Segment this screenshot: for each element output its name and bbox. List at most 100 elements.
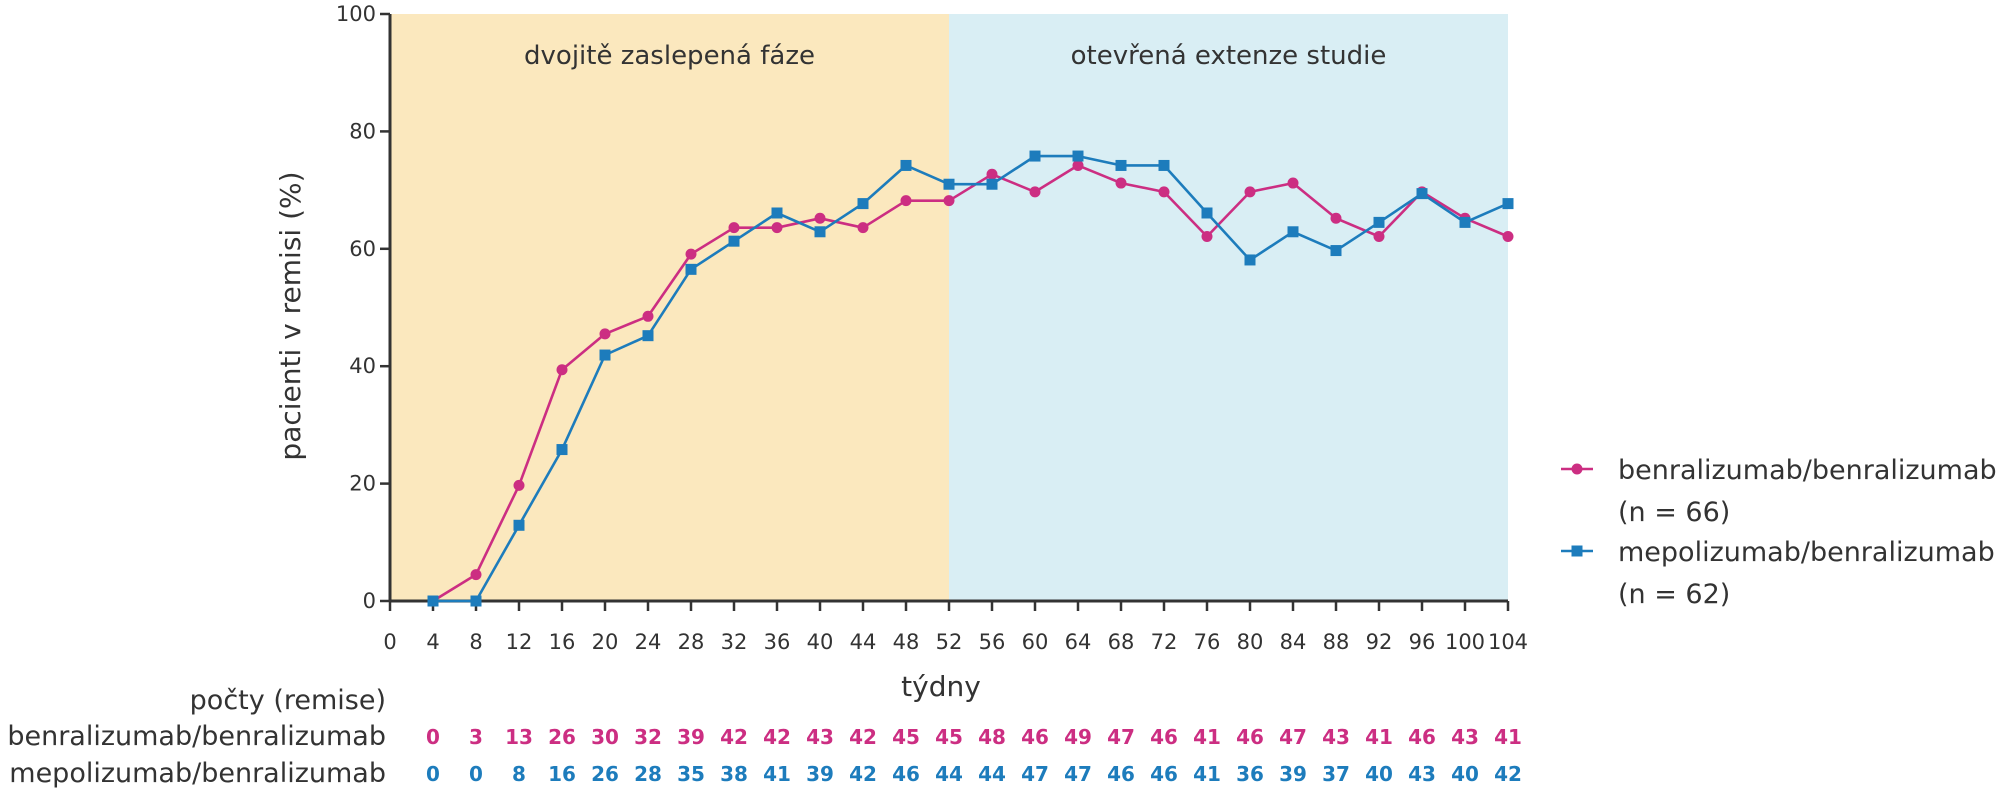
y-tick-label: 20 (349, 472, 376, 496)
y-tick-label: 40 (349, 354, 376, 378)
count-value: 44 (935, 762, 963, 786)
count-value: 47 (1279, 725, 1307, 749)
data-point-circle (1158, 186, 1170, 198)
count-value: 43 (1408, 762, 1436, 786)
data-point-square (1287, 226, 1299, 238)
data-point-square (685, 263, 697, 275)
legend: benralizumab/benralizumab (n = 66) mepol… (1561, 455, 1997, 610)
y-tick-label: 80 (349, 119, 376, 143)
x-tick-label: 20 (592, 630, 619, 654)
count-value: 40 (1365, 762, 1393, 786)
data-point-square (986, 178, 998, 190)
count-value: 47 (1107, 725, 1135, 749)
x-tick-label: 48 (893, 630, 920, 654)
count-value: 45 (892, 725, 920, 749)
x-tick-label: 4 (426, 630, 439, 654)
count-value: 44 (978, 762, 1006, 786)
x-tick-label: 104 (1488, 630, 1528, 654)
data-point-square (1244, 254, 1256, 266)
data-point-square (1373, 216, 1385, 228)
count-value: 46 (1021, 725, 1049, 749)
count-value: 8 (512, 762, 526, 786)
x-tick-label: 8 (469, 630, 482, 654)
data-point-circle (513, 479, 525, 491)
count-value: 41 (1365, 725, 1393, 749)
count-value: 42 (849, 762, 877, 786)
legend-marker-circle (1571, 463, 1583, 475)
data-point-circle (1201, 230, 1213, 242)
count-value: 41 (1193, 762, 1221, 786)
count-value: 30 (591, 725, 619, 749)
data-point-square (900, 159, 912, 171)
legend-item-benralizumab: benralizumab/benralizumab (n = 66) (1561, 455, 1997, 528)
count-value: 43 (806, 725, 834, 749)
x-tick-label: 92 (1366, 630, 1393, 654)
data-point-circle (1330, 212, 1342, 224)
data-point-square (1201, 207, 1213, 219)
count-value: 43 (1322, 725, 1350, 749)
count-value: 46 (1107, 762, 1135, 786)
count-value: 38 (720, 762, 748, 786)
legend-label-mepolizumab: mepolizumab/benralizumab (1618, 537, 1995, 568)
count-value: 41 (763, 762, 791, 786)
count-value: 0 (426, 725, 440, 749)
data-point-circle (1373, 230, 1385, 242)
count-value: 0 (469, 762, 483, 786)
count-value: 13 (505, 725, 533, 749)
data-point-square (427, 595, 439, 607)
data-point-circle (1115, 177, 1127, 189)
count-value: 39 (1279, 762, 1307, 786)
phase-background-1 (390, 14, 949, 601)
x-tick-label: 16 (549, 630, 576, 654)
phase-label-1: dvojitě zaslepená fáze (524, 41, 815, 71)
count-value: 49 (1064, 725, 1092, 749)
y-axis-title: pacienti v remisi (%) (274, 171, 307, 460)
x-tick-label: 60 (1022, 630, 1049, 654)
legend-label-benralizumab: benralizumab/benralizumab (1618, 455, 1997, 486)
data-point-square (556, 444, 568, 456)
count-value: 47 (1064, 762, 1092, 786)
data-point-circle (986, 168, 998, 180)
count-value: 39 (806, 762, 834, 786)
count-value: 46 (1150, 725, 1178, 749)
x-tick-label: 52 (936, 630, 963, 654)
data-point-square (1115, 159, 1127, 171)
phase-background-2 (949, 14, 1508, 601)
data-point-circle (857, 222, 869, 234)
x-tick-label: 100 (1445, 630, 1485, 654)
data-point-circle (771, 222, 783, 234)
count-value: 41 (1494, 725, 1522, 749)
count-value: 46 (1408, 725, 1436, 749)
y-tick-label: 0 (363, 589, 376, 613)
count-value: 46 (1150, 762, 1178, 786)
data-point-circle (685, 248, 697, 260)
data-point-square (814, 226, 826, 238)
count-value: 43 (1451, 725, 1479, 749)
data-point-circle (900, 195, 912, 207)
y-tick-label: 60 (349, 237, 376, 261)
count-value: 39 (677, 725, 705, 749)
data-point-circle (814, 212, 826, 224)
x-tick-label: 72 (1151, 630, 1178, 654)
data-point-square (771, 207, 783, 219)
data-point-square (1330, 245, 1342, 257)
data-point-circle (943, 195, 955, 207)
data-point-square (1459, 216, 1471, 228)
data-point-circle (1502, 230, 1514, 242)
count-value: 40 (1451, 762, 1479, 786)
legend-item-mepolizumab: mepolizumab/benralizumab (n = 62) (1561, 537, 1995, 610)
data-point-square (470, 595, 482, 607)
counts-row-label-benralizumab: benralizumab/benralizumab (7, 721, 386, 752)
count-value: 26 (591, 762, 619, 786)
data-point-square (1416, 188, 1428, 200)
data-point-square (857, 198, 869, 210)
x-tick-label: 36 (764, 630, 791, 654)
phase-label-2: otevřená extenze studie (1071, 41, 1387, 71)
data-point-circle (556, 364, 568, 376)
x-tick-label: 24 (635, 630, 662, 654)
data-point-circle (642, 310, 654, 322)
x-tick-label: 56 (979, 630, 1006, 654)
data-point-circle (1029, 186, 1041, 198)
